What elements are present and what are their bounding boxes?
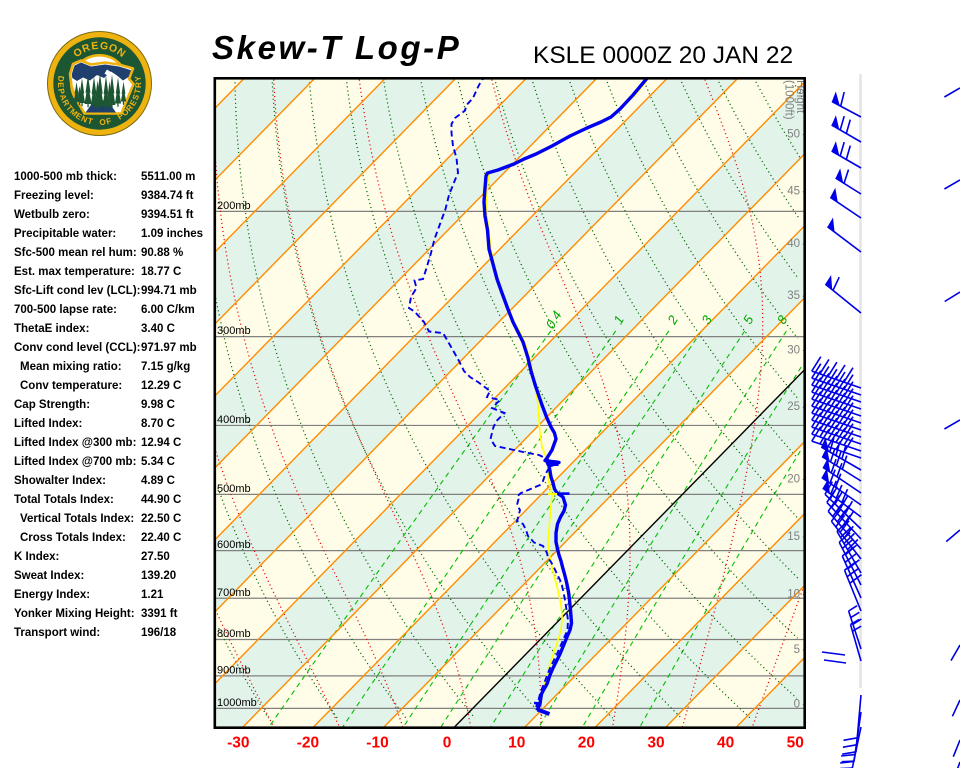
svg-text:900mb: 900mb: [217, 664, 251, 676]
svg-text:300mb: 300mb: [217, 325, 251, 337]
svg-text:40: 40: [787, 238, 800, 250]
svg-text:0: 0: [794, 699, 800, 711]
svg-text:R: R: [80, 41, 92, 55]
svg-text:200mb: 200mb: [217, 200, 251, 212]
svg-text:E: E: [128, 98, 139, 108]
svg-text:R: R: [60, 98, 71, 108]
svg-text:800mb: 800mb: [217, 628, 251, 640]
svg-text:15: 15: [787, 531, 800, 543]
svg-text:R: R: [124, 103, 135, 113]
svg-text:500mb: 500mb: [217, 483, 251, 495]
svg-text:45: 45: [787, 186, 800, 198]
svg-text:M: M: [68, 107, 79, 118]
svg-text:20: 20: [578, 735, 595, 752]
svg-text:G: G: [99, 40, 109, 53]
svg-text:20: 20: [787, 474, 800, 486]
svg-text:35: 35: [787, 290, 800, 302]
svg-text:50: 50: [787, 735, 804, 752]
svg-text:Height: Height: [794, 80, 806, 114]
svg-text:-30: -30: [227, 735, 249, 752]
svg-text:R: R: [134, 82, 143, 88]
svg-text:Y: Y: [133, 75, 143, 82]
svg-text:O: O: [120, 107, 131, 118]
svg-text:T: T: [64, 103, 74, 113]
svg-text:N: N: [80, 114, 89, 125]
svg-text:700mb: 700mb: [217, 587, 251, 599]
svg-text:P: P: [56, 88, 66, 96]
svg-text:F: F: [116, 111, 125, 121]
svg-text:E: E: [56, 82, 65, 88]
svg-text:5: 5: [794, 644, 800, 656]
svg-text:30: 30: [787, 344, 800, 356]
svg-text:1000mb: 1000mb: [217, 697, 257, 709]
svg-text:-10: -10: [366, 735, 388, 752]
svg-text:D: D: [56, 75, 66, 82]
svg-text:T: T: [133, 88, 143, 95]
svg-text:A: A: [58, 93, 69, 102]
svg-text:-20: -20: [297, 735, 319, 752]
svg-text:(1000ft): (1000ft): [783, 80, 795, 120]
svg-text:E: E: [74, 111, 84, 122]
svg-text:30: 30: [647, 735, 664, 752]
svg-text:10: 10: [508, 735, 525, 752]
svg-text:400mb: 400mb: [217, 414, 251, 426]
svg-text:50: 50: [787, 129, 800, 141]
svg-text:F: F: [105, 116, 112, 126]
svg-text:O: O: [99, 118, 107, 128]
svg-text:E: E: [91, 40, 99, 53]
svg-text:10: 10: [787, 588, 800, 600]
svg-text:600mb: 600mb: [217, 539, 251, 551]
svg-text:0: 0: [443, 735, 452, 752]
svg-text:O: O: [107, 41, 119, 55]
svg-text:S: S: [131, 93, 142, 102]
svg-text:25: 25: [787, 401, 800, 413]
svg-text:T: T: [87, 116, 94, 126]
svg-text:40: 40: [717, 735, 734, 752]
